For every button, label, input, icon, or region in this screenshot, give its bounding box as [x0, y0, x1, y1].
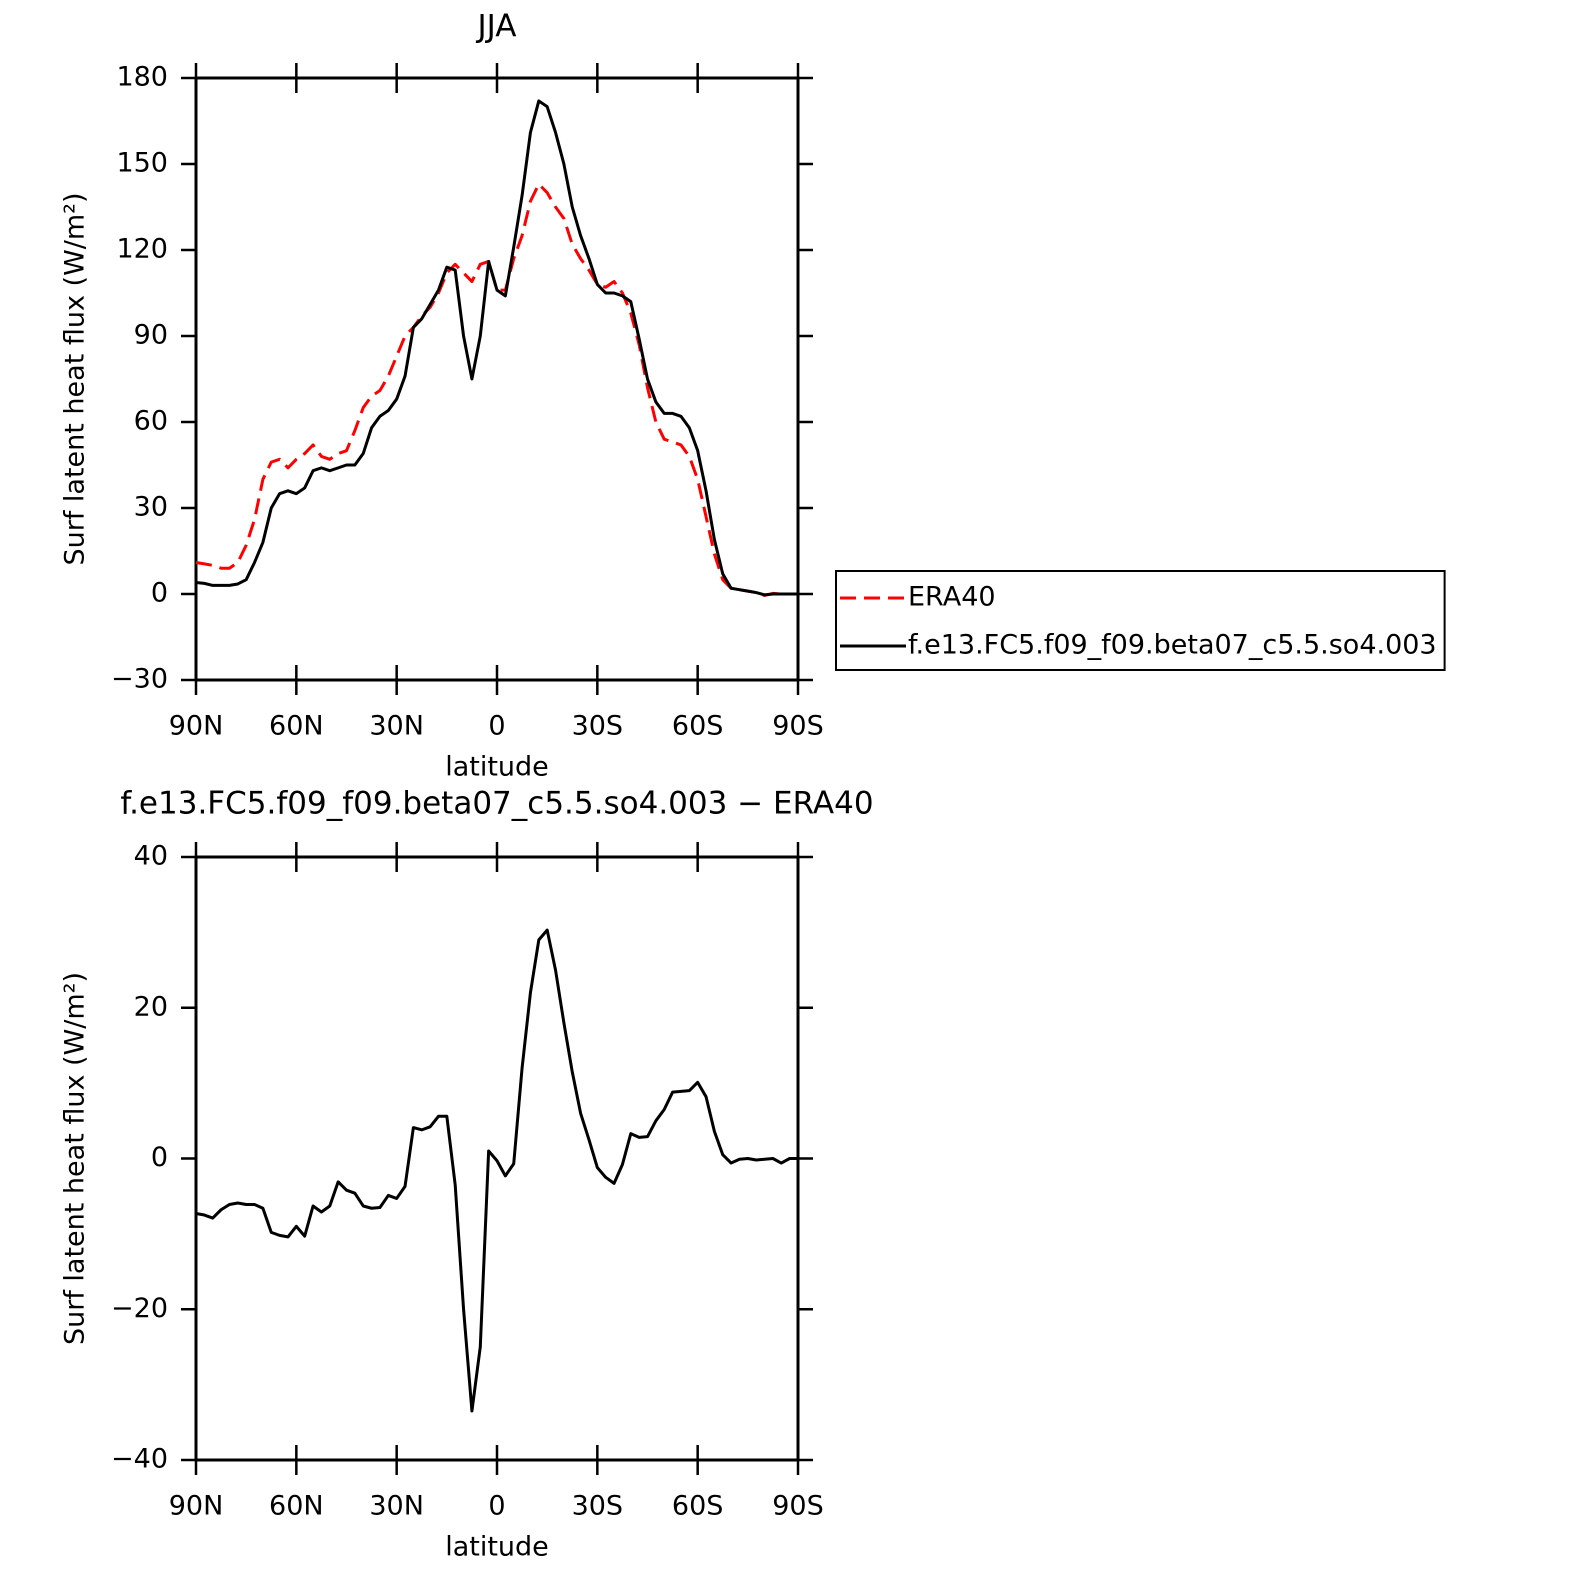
x-tick-label: 60S [672, 1491, 724, 1522]
x-tick-label: 60S [672, 711, 724, 742]
data-line [195, 182, 798, 597]
x-axis-label: latitude [445, 1532, 549, 1563]
data-line [195, 99, 798, 597]
x-tick-label: 30S [572, 1491, 624, 1522]
y-tick-label: 30 [134, 492, 168, 523]
x-tick-label: 60N [269, 1491, 324, 1522]
y-tick-label: −20 [111, 1293, 168, 1324]
y-tick-label: 120 [116, 234, 168, 265]
y-axis-label: Surf latent heat flux (W/m²) [60, 192, 91, 565]
x-tick-label: 0 [488, 1491, 505, 1522]
y-tick-label: 150 [116, 148, 168, 179]
y-tick-label: −30 [111, 664, 168, 695]
y-tick-label: 20 [134, 991, 168, 1022]
legend: ERA40 f.e13.FC5.f09_f09.beta07_c5.5.so4.0… [835, 570, 1446, 671]
legend-label: ERA40 [908, 582, 996, 613]
x-tick-label: 30S [572, 711, 624, 742]
plot-frame [194, 76, 800, 682]
y-tick-label: 90 [134, 320, 168, 351]
y-tick-label: 180 [116, 62, 168, 93]
y-axis-label: Surf latent heat flux (W/m²) [60, 972, 91, 1345]
legend-box [835, 570, 1446, 671]
x-tick-label: 60N [269, 711, 324, 742]
x-axis-label: latitude [445, 752, 549, 783]
y-tick-label: 0 [151, 578, 168, 609]
x-tick-label: 0 [488, 711, 505, 742]
x-tick-label: 90N [169, 711, 224, 742]
chart-title: JJA [476, 9, 517, 45]
legend-label: f.e13.FC5.f09_f09.beta07_c5.5.so4.003 [908, 630, 1437, 661]
data-line [195, 928, 798, 1413]
chart-title: f.e13.FC5.f09_f09.beta07_c5.5.so4.003 − … [120, 786, 873, 822]
y-tick-label: −40 [111, 1444, 168, 1475]
x-tick-label: 30N [369, 1491, 424, 1522]
x-tick-label: 90S [772, 711, 824, 742]
x-tick-label: 30N [369, 711, 424, 742]
y-tick-label: 40 [134, 841, 168, 872]
y-tick-label: 60 [134, 406, 168, 437]
x-tick-label: 90N [169, 1491, 224, 1522]
x-tick-label: 90S [772, 1491, 824, 1522]
y-tick-label: 0 [151, 1142, 168, 1173]
